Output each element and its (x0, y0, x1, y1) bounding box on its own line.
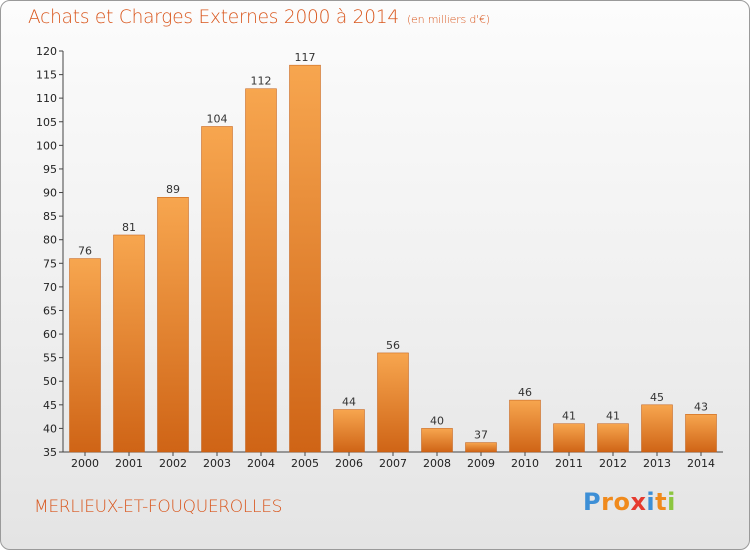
chart-unit-label: (en milliers d'€) (406, 13, 490, 26)
y-tick-label: 55 (43, 352, 57, 365)
bar-value-label: 56 (386, 339, 400, 352)
y-tick-label: 100 (36, 139, 57, 152)
bar (509, 399, 541, 453)
y-tick-label: 95 (43, 163, 57, 176)
x-tick-label: 2007 (379, 457, 407, 470)
y-tick-label: 35 (43, 446, 57, 459)
bar (157, 196, 189, 453)
bar (113, 234, 145, 453)
y-tick-label: 80 (43, 234, 57, 247)
bar (245, 88, 277, 453)
x-axis: 2000 2001 2002 2003 2004 2005 2006 2007 2008 2009… (63, 451, 723, 470)
x-tick-label: 2005 (291, 457, 319, 470)
bar-value-label: 81 (122, 221, 136, 234)
x-tick-label: 2010 (511, 457, 539, 470)
bars (69, 64, 717, 453)
logo-letter: t (655, 488, 668, 516)
y-tick-label: 115 (36, 69, 57, 82)
bar (69, 258, 101, 453)
logo-letter: P (583, 488, 602, 516)
proxiti-logo: Proxiti (583, 488, 676, 516)
bar-value-label: 89 (166, 183, 180, 196)
bar-value-label: 117 (295, 51, 316, 64)
bar-value-label: 43 (694, 400, 708, 413)
chart-title-text: Achats et Charges Externes 2000 à 2014 (28, 7, 399, 28)
x-tick-label: 2012 (599, 457, 627, 470)
y-tick-label: 60 (43, 328, 57, 341)
chart-title: Achats et Charges Externes 2000 à 2014 (e… (28, 7, 490, 28)
y-tick-label: 40 (43, 422, 57, 435)
commune-name: MERLIEUX-ET-FOUQUEROLLES (34, 497, 283, 517)
bar-value-label: 46 (518, 386, 532, 399)
bar (597, 423, 629, 453)
bar-value-label: 76 (78, 245, 92, 258)
x-tick-label: 2003 (203, 457, 231, 470)
bar (465, 442, 497, 453)
y-tick-label: 90 (43, 187, 57, 200)
bar (641, 404, 673, 453)
bar-value-label: 37 (474, 429, 488, 442)
logo-letter: r (601, 488, 614, 516)
bar (289, 64, 321, 453)
y-axis: 35 40 45 50 55 60 65 70 75 80 85 90 95 100 105 110 115 12… (36, 45, 64, 459)
bar (333, 409, 365, 453)
y-tick-label: 120 (36, 45, 57, 58)
bar-value-label: 45 (650, 391, 664, 404)
bar (553, 423, 585, 453)
x-tick-label: 2002 (159, 457, 187, 470)
bar-value-label: 41 (606, 410, 620, 423)
x-tick-label: 2006 (335, 457, 363, 470)
x-tick-label: 2011 (555, 457, 583, 470)
x-tick-label: 2000 (71, 457, 99, 470)
bar-value-label: 104 (207, 112, 228, 125)
x-tick-label: 2004 (247, 457, 275, 470)
x-tick-label: 2008 (423, 457, 451, 470)
bar-value-label: 44 (342, 396, 356, 409)
y-tick-label: 45 (43, 399, 57, 412)
x-tick-label: 2009 (467, 457, 495, 470)
bar (377, 352, 409, 453)
value-labels: 76 81 89 104 112 117 44 56 40 37 46 41 41 45 43 (78, 51, 708, 441)
bar-value-label: 41 (562, 410, 576, 423)
y-tick-label: 50 (43, 375, 57, 388)
logo-letter: o (613, 488, 631, 516)
bar-value-label: 40 (430, 414, 444, 427)
y-tick-label: 85 (43, 210, 57, 223)
y-tick-label: 65 (43, 304, 57, 317)
bar (201, 126, 233, 453)
y-tick-label: 105 (36, 116, 57, 129)
bar (421, 428, 453, 453)
x-tick-label: 2014 (687, 457, 715, 470)
logo-letter: x (630, 488, 647, 516)
bar (685, 414, 717, 453)
x-tick-label: 2013 (643, 457, 671, 470)
bar-value-label: 112 (251, 75, 272, 88)
y-tick-label: 110 (36, 92, 57, 105)
y-tick-label: 75 (43, 257, 57, 270)
logo-letter: i (667, 488, 676, 516)
logo-letter: i (646, 488, 656, 516)
y-tick-label: 70 (43, 281, 57, 294)
x-tick-label: 2001 (115, 457, 143, 470)
